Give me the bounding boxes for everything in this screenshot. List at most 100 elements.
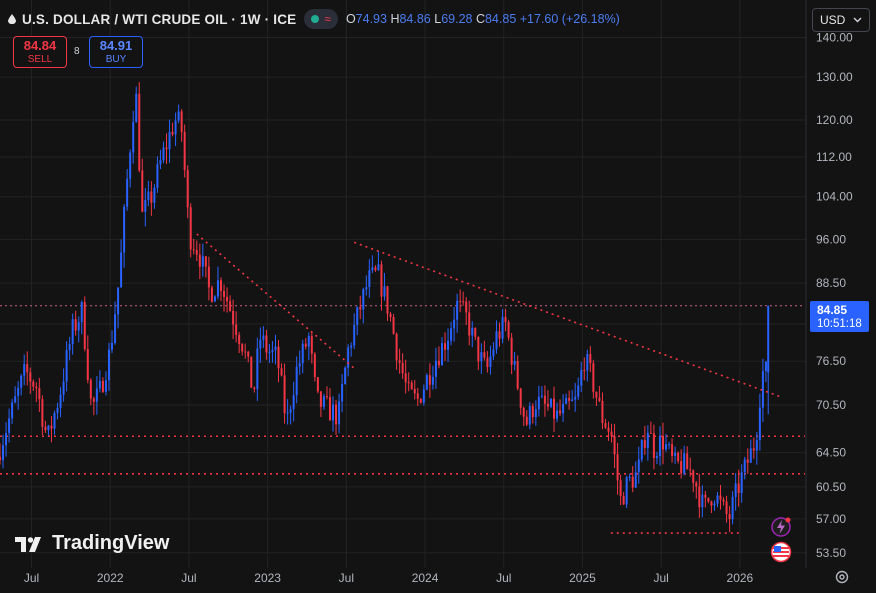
- candle-body: [704, 494, 707, 498]
- candle-body: [646, 432, 649, 448]
- candle-body: [416, 393, 419, 399]
- candle-body: [189, 207, 192, 250]
- candle-body: [643, 440, 646, 448]
- candle-body: [162, 147, 165, 161]
- candle-body: [722, 499, 725, 502]
- us-flag-icon[interactable]: [770, 541, 792, 563]
- candle-body: [710, 501, 713, 506]
- candle-body: [144, 200, 147, 212]
- time-tick-label: Jul: [654, 571, 669, 585]
- candle-body: [407, 382, 410, 384]
- candle-body: [132, 122, 135, 153]
- candle-body: [480, 352, 483, 362]
- price-tick-label: 64.50: [816, 446, 846, 460]
- price-tick-label: 70.50: [816, 398, 846, 412]
- candle-body: [344, 367, 347, 385]
- candle-body: [665, 444, 668, 450]
- candle-body: [23, 364, 26, 376]
- candle-body: [437, 360, 440, 366]
- candle-body: [171, 131, 174, 135]
- candle-body: [95, 388, 98, 402]
- candle-body: [713, 503, 716, 506]
- candle-body: [226, 296, 229, 302]
- candle-body: [77, 322, 80, 331]
- candle-body: [301, 343, 304, 364]
- candle-body: [280, 368, 283, 376]
- candle-body: [20, 375, 23, 388]
- candle-body: [141, 170, 144, 212]
- sell-price: 84.84: [23, 38, 57, 53]
- last-price-tag: 84.85 10:51:18: [810, 301, 869, 332]
- candle-body: [8, 418, 11, 433]
- price-tick-label: 88.50: [816, 276, 846, 290]
- currency-selector[interactable]: USD: [812, 8, 870, 32]
- candle-body: [71, 319, 74, 345]
- candle-body: [386, 286, 389, 314]
- last-candle-body: [767, 305, 770, 373]
- symbol-title[interactable]: U.S. DOLLAR / WTI CRUDE OIL · 1W · ICE: [22, 11, 297, 27]
- candle-body: [129, 152, 132, 179]
- price-tick-label: 57.00: [816, 512, 846, 526]
- candle-body: [598, 397, 601, 401]
- candle-body: [577, 385, 580, 397]
- candle-body: [453, 319, 456, 329]
- status-pill[interactable]: ≈: [304, 9, 338, 29]
- candle-body: [483, 352, 486, 358]
- candle-body: [232, 310, 235, 325]
- time-tick-label: 2022: [97, 571, 124, 585]
- candle-body: [610, 431, 613, 437]
- ohlc-change-value: +17.60 (+26.18%): [519, 12, 620, 26]
- candle-body: [622, 495, 625, 505]
- candle-body: [683, 453, 686, 474]
- tradingview-logo-icon: [15, 536, 41, 552]
- candle-body: [156, 164, 159, 188]
- logo-text: TradingView: [52, 532, 170, 554]
- ohlc-close-label: C: [475, 12, 485, 26]
- buy-label: BUY: [105, 54, 127, 65]
- candle-body: [210, 287, 213, 302]
- buy-button[interactable]: 84.91 BUY: [89, 36, 143, 68]
- candle-body: [195, 250, 198, 255]
- candle-body: [661, 435, 664, 450]
- candle-body: [462, 301, 465, 303]
- candle-body: [114, 314, 117, 343]
- time-tick-label: Jul: [496, 571, 511, 585]
- candle-body: [450, 328, 453, 341]
- chevron-down-icon: [853, 17, 862, 23]
- candle-body: [752, 448, 755, 451]
- candle-body: [510, 337, 513, 365]
- time-tick-label: 2026: [727, 571, 754, 585]
- candle-body: [5, 432, 8, 446]
- time-axis[interactable]: Jul 2022 Jul 2023 Jul 2024 Jul 2025 Jul 2026: [24, 571, 754, 585]
- candle-body: [389, 313, 392, 318]
- candle-body: [631, 476, 634, 488]
- candle-body: [701, 494, 704, 508]
- candle-body: [186, 170, 189, 208]
- candle-body: [607, 427, 610, 432]
- ohlc-close-value: 84.85: [484, 12, 517, 26]
- candle-body: [368, 270, 371, 288]
- candle-body: [731, 496, 734, 520]
- price-tick-label: 140.00: [816, 30, 853, 44]
- candle-body: [174, 120, 177, 135]
- time-tick-label: Jul: [24, 571, 39, 585]
- candle-body: [565, 397, 568, 404]
- candle-body: [428, 375, 431, 385]
- candle-body: [668, 444, 671, 446]
- sell-button[interactable]: 84.84 SELL: [13, 36, 67, 68]
- price-axis[interactable]: 140.00 130.00 120.00 112.00 104.00 96.00 88.50…: [816, 30, 853, 559]
- candle-body: [695, 482, 698, 487]
- candle-body: [489, 356, 492, 368]
- candle-body: [322, 396, 325, 407]
- candle-body: [219, 280, 222, 292]
- candle-body: [519, 388, 522, 408]
- candle-body: [674, 452, 677, 456]
- candle-body: [265, 335, 268, 353]
- candle-body: [562, 403, 565, 414]
- candle-body: [50, 425, 53, 429]
- settings-icon[interactable]: [834, 569, 850, 585]
- tradingview-logo[interactable]: TradingView: [14, 532, 169, 555]
- wave-icon: ≈: [324, 12, 331, 26]
- lightning-icon[interactable]: [770, 516, 792, 538]
